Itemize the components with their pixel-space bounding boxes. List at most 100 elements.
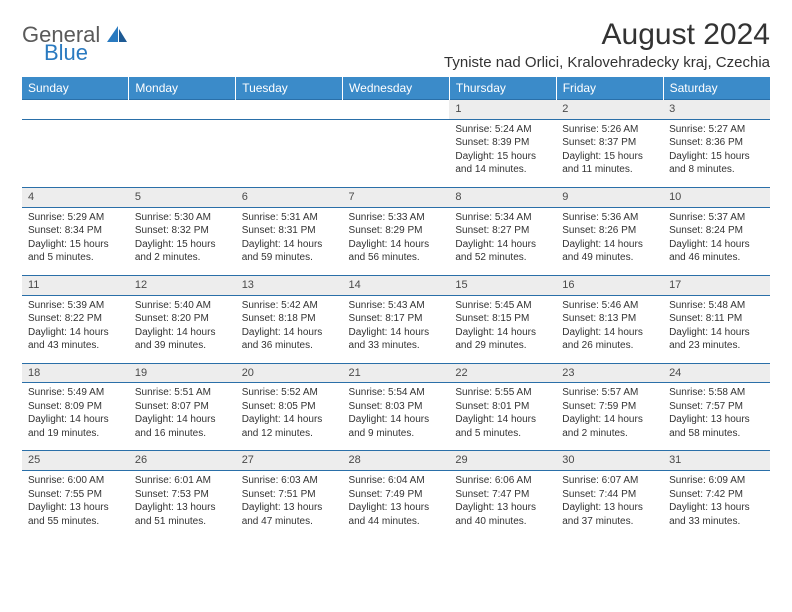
day-d2: and 39 minutes. <box>135 339 230 353</box>
day-d1: Daylight: 14 hours <box>669 238 764 252</box>
day-d1: Daylight: 14 hours <box>242 413 337 427</box>
day-d2: and 55 minutes. <box>28 515 123 529</box>
day-sr: Sunrise: 6:07 AM <box>562 474 657 488</box>
day-d1: Daylight: 13 hours <box>669 413 764 427</box>
day-d2: and 19 minutes. <box>28 427 123 441</box>
content-row: Sunrise: 6:00 AMSunset: 7:55 PMDaylight:… <box>22 471 770 539</box>
day-number: 13 <box>242 279 254 291</box>
day-content-cell: Sunrise: 6:09 AMSunset: 7:42 PMDaylight:… <box>663 471 770 539</box>
day-number-cell: 9 <box>556 187 663 207</box>
day-d1: Daylight: 15 hours <box>562 150 657 164</box>
day-d1: Daylight: 14 hours <box>135 413 230 427</box>
day-d1: Daylight: 15 hours <box>455 150 550 164</box>
day-sr: Sunrise: 5:58 AM <box>669 386 764 400</box>
day-number: 6 <box>242 191 248 203</box>
day-number: 4 <box>28 191 34 203</box>
day-number-cell: 16 <box>556 275 663 295</box>
day-number-cell <box>236 100 343 120</box>
weekday-header: Thursday <box>449 77 556 100</box>
day-content-cell: Sunrise: 5:37 AMSunset: 8:24 PMDaylight:… <box>663 207 770 275</box>
day-sr: Sunrise: 5:33 AM <box>349 211 444 225</box>
day-ss: Sunset: 8:22 PM <box>28 312 123 326</box>
day-sr: Sunrise: 6:01 AM <box>135 474 230 488</box>
day-ss: Sunset: 8:37 PM <box>562 136 657 150</box>
day-number-cell: 8 <box>449 187 556 207</box>
day-number-cell: 6 <box>236 187 343 207</box>
weekday-header: Friday <box>556 77 663 100</box>
logo: General Blue <box>22 18 129 64</box>
day-content-cell: Sunrise: 5:52 AMSunset: 8:05 PMDaylight:… <box>236 383 343 451</box>
day-content-cell <box>343 119 450 187</box>
day-number-cell: 7 <box>343 187 450 207</box>
day-d2: and 2 minutes. <box>135 251 230 265</box>
day-d1: Daylight: 14 hours <box>242 326 337 340</box>
day-sr: Sunrise: 6:04 AM <box>349 474 444 488</box>
day-d1: Daylight: 14 hours <box>562 238 657 252</box>
day-d2: and 46 minutes. <box>669 251 764 265</box>
weekday-header: Saturday <box>663 77 770 100</box>
day-number: 26 <box>135 454 147 466</box>
day-content-cell: Sunrise: 5:26 AMSunset: 8:37 PMDaylight:… <box>556 119 663 187</box>
day-d2: and 33 minutes. <box>349 339 444 353</box>
day-sr: Sunrise: 5:39 AM <box>28 299 123 313</box>
day-number: 22 <box>455 367 467 379</box>
day-number: 7 <box>349 191 355 203</box>
daynum-row: 45678910 <box>22 187 770 207</box>
day-content-cell: Sunrise: 5:27 AMSunset: 8:36 PMDaylight:… <box>663 119 770 187</box>
day-number-cell: 18 <box>22 363 129 383</box>
day-d1: Daylight: 14 hours <box>669 326 764 340</box>
day-sr: Sunrise: 6:09 AM <box>669 474 764 488</box>
day-d2: and 58 minutes. <box>669 427 764 441</box>
day-number: 31 <box>669 454 681 466</box>
day-d2: and 11 minutes. <box>562 163 657 177</box>
day-ss: Sunset: 8:03 PM <box>349 400 444 414</box>
day-number: 3 <box>669 103 675 115</box>
day-ss: Sunset: 8:13 PM <box>562 312 657 326</box>
day-number: 16 <box>562 279 574 291</box>
day-number-cell: 15 <box>449 275 556 295</box>
day-d1: Daylight: 14 hours <box>455 413 550 427</box>
day-d2: and 23 minutes. <box>669 339 764 353</box>
day-content-cell: Sunrise: 5:31 AMSunset: 8:31 PMDaylight:… <box>236 207 343 275</box>
day-content-cell <box>129 119 236 187</box>
day-d2: and 52 minutes. <box>455 251 550 265</box>
day-ss: Sunset: 8:05 PM <box>242 400 337 414</box>
day-ss: Sunset: 8:39 PM <box>455 136 550 150</box>
day-number-cell: 23 <box>556 363 663 383</box>
day-d1: Daylight: 14 hours <box>28 413 123 427</box>
day-ss: Sunset: 7:53 PM <box>135 488 230 502</box>
day-d2: and 51 minutes. <box>135 515 230 529</box>
day-content-cell: Sunrise: 5:51 AMSunset: 8:07 PMDaylight:… <box>129 383 236 451</box>
day-number: 15 <box>455 279 467 291</box>
day-d2: and 26 minutes. <box>562 339 657 353</box>
day-d2: and 14 minutes. <box>455 163 550 177</box>
day-ss: Sunset: 8:15 PM <box>455 312 550 326</box>
logo-sail-icon <box>107 26 129 48</box>
day-content-cell: Sunrise: 5:33 AMSunset: 8:29 PMDaylight:… <box>343 207 450 275</box>
day-sr: Sunrise: 5:46 AM <box>562 299 657 313</box>
day-number-cell: 2 <box>556 100 663 120</box>
day-d2: and 5 minutes. <box>455 427 550 441</box>
day-d1: Daylight: 14 hours <box>349 413 444 427</box>
day-ss: Sunset: 8:18 PM <box>242 312 337 326</box>
day-sr: Sunrise: 5:34 AM <box>455 211 550 225</box>
day-ss: Sunset: 8:09 PM <box>28 400 123 414</box>
day-d2: and 40 minutes. <box>455 515 550 529</box>
day-sr: Sunrise: 5:54 AM <box>349 386 444 400</box>
day-d2: and 37 minutes. <box>562 515 657 529</box>
location-text: Tyniste nad Orlici, Kralovehradecky kraj… <box>444 54 770 71</box>
day-number: 20 <box>242 367 254 379</box>
day-d1: Daylight: 14 hours <box>242 238 337 252</box>
day-number: 1 <box>455 103 461 115</box>
header: General Blue August 2024 Tyniste nad Orl… <box>22 18 770 71</box>
content-row: Sunrise: 5:49 AMSunset: 8:09 PMDaylight:… <box>22 383 770 451</box>
day-sr: Sunrise: 5:51 AM <box>135 386 230 400</box>
day-ss: Sunset: 8:26 PM <box>562 224 657 238</box>
day-number-cell: 4 <box>22 187 129 207</box>
day-d2: and 16 minutes. <box>135 427 230 441</box>
weekday-header: Tuesday <box>236 77 343 100</box>
daynum-row: 18192021222324 <box>22 363 770 383</box>
day-ss: Sunset: 7:55 PM <box>28 488 123 502</box>
daynum-row: 25262728293031 <box>22 451 770 471</box>
day-d2: and 59 minutes. <box>242 251 337 265</box>
